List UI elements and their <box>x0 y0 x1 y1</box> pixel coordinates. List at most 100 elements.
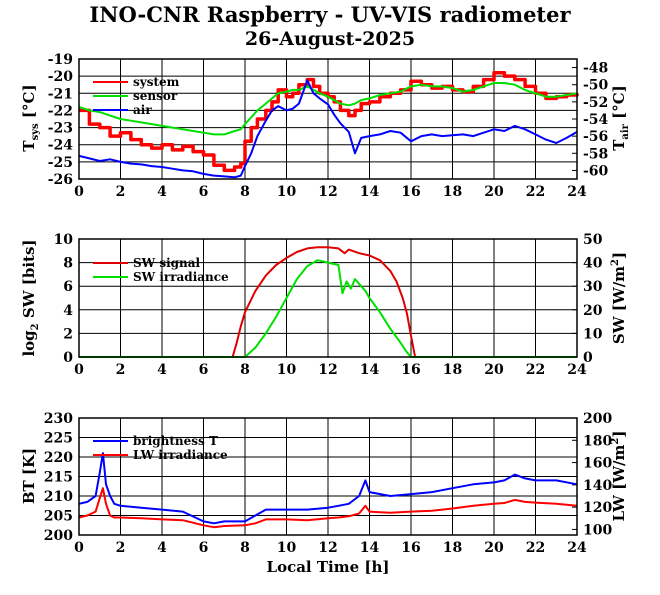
series-line-sw-irradiance <box>79 259 577 358</box>
x-tick-label: 10 <box>277 540 297 556</box>
x-tick-label: 2 <box>116 184 126 200</box>
y-tick-label-left: 10 <box>54 232 74 248</box>
x-tick-label: 0 <box>74 362 84 378</box>
plot-frame <box>78 238 578 358</box>
x-tick-label: 18 <box>443 362 462 378</box>
x-tick-label: 6 <box>199 362 209 378</box>
y-tick-label-right: -58 <box>583 146 608 162</box>
y-tick-label-left: 2 <box>63 326 73 342</box>
y-tick-label-left: -21 <box>48 86 73 102</box>
y-tick-label-right: 0 <box>583 350 593 366</box>
x-tick-label: 4 <box>157 362 167 378</box>
x-tick-label: 2 <box>116 540 126 556</box>
panel1-ylabel-left: Tsys [°C] <box>20 84 41 151</box>
y-tick-label-left: -20 <box>48 69 74 85</box>
y-tick-label-left: 200 <box>44 528 73 544</box>
y-tick-label-left: 0 <box>63 350 73 366</box>
x-tick-label: 14 <box>360 540 380 556</box>
x-tick-label: 22 <box>526 184 545 200</box>
y-tick-label-left: -26 <box>48 172 73 188</box>
y-tick-label-left: 215 <box>44 470 73 486</box>
y-tick-label-left: -19 <box>48 52 73 68</box>
y-tick-label-right: 120 <box>583 500 612 516</box>
x-tick-label: 12 <box>318 184 337 200</box>
x-tick-label: 18 <box>443 184 462 200</box>
series-line-sw-signal <box>79 246 577 358</box>
x-axis-label: Local Time [h] <box>267 558 390 576</box>
series-line-brightness-t <box>78 452 578 525</box>
y-tick-label-right: 10 <box>583 326 603 342</box>
x-tick-label: 16 <box>401 184 420 200</box>
y-tick-label-right: 160 <box>583 456 612 472</box>
legend-label: brightness T <box>133 434 218 448</box>
x-tick-label: 20 <box>484 540 504 556</box>
x-tick-label: 8 <box>240 540 250 556</box>
y-tick-label-right: -48 <box>583 61 608 77</box>
x-tick-label: 0 <box>74 184 84 200</box>
legend-label: sensor <box>133 89 178 103</box>
chart-title: INO-CNR Raspberry - UV-VIS radiometer <box>89 2 571 27</box>
x-tick-label: 8 <box>240 362 250 378</box>
y-tick-label-right: 20 <box>583 303 603 319</box>
y-tick-label-right: -50 <box>583 78 609 94</box>
y-tick-label-right: 40 <box>583 256 603 272</box>
legend-label: SW irradiance <box>133 270 229 284</box>
y-tick-label-left: -22 <box>48 103 73 119</box>
series-line-system <box>79 70 579 173</box>
y-tick-label-left: -24 <box>48 138 74 154</box>
x-tick-label: 4 <box>157 184 167 200</box>
y-tick-label-right: 30 <box>583 279 603 295</box>
x-tick-label: 6 <box>199 540 209 556</box>
y-tick-label-right: -54 <box>583 112 609 128</box>
y-tick-label-left: 205 <box>44 509 73 525</box>
x-tick-label: 22 <box>526 362 545 378</box>
x-tick-label: 22 <box>526 540 545 556</box>
x-tick-label: 18 <box>443 540 462 556</box>
legend-label: SW signal <box>133 256 201 270</box>
x-tick-label: 10 <box>277 362 297 378</box>
x-tick-label: 4 <box>157 540 167 556</box>
chart-subtitle: 26-August-2025 <box>244 28 416 50</box>
y-tick-label-left: 8 <box>63 256 73 272</box>
x-tick-label: 24 <box>567 540 587 556</box>
panel2-ylabel-right: SW [W/m2] <box>610 252 628 344</box>
panel-3: 2002052102152202252301001201401601802000… <box>44 411 613 556</box>
y-tick-label-right: 50 <box>583 232 603 248</box>
y-tick-label-left: 4 <box>63 303 73 319</box>
x-tick-label: 10 <box>277 184 297 200</box>
x-tick-label: 24 <box>567 362 587 378</box>
y-tick-label-right: -52 <box>583 95 608 111</box>
x-tick-label: 20 <box>484 362 504 378</box>
y-tick-label-left: 220 <box>44 450 73 466</box>
y-tick-label-right: 180 <box>583 433 612 449</box>
legend-label: air <box>133 103 152 117</box>
y-tick-label-left: 6 <box>63 279 73 295</box>
y-tick-label-right: 140 <box>583 478 612 494</box>
x-tick-label: 0 <box>74 540 84 556</box>
y-tick-label-left: 210 <box>44 489 73 505</box>
x-tick-label: 14 <box>360 184 380 200</box>
panel-1: -19-20-21-22-23-24-25-26-48-50-52-54-56-… <box>48 52 609 200</box>
series-line-lw-irradiance <box>78 487 578 529</box>
x-tick-label: 14 <box>360 362 380 378</box>
legend-label: system <box>133 75 180 89</box>
plot-frame <box>78 417 578 536</box>
y-tick-label-right: 200 <box>583 411 612 427</box>
panel2-ylabel-left: log2 SW [bits] <box>20 239 41 356</box>
x-tick-label: 8 <box>240 184 250 200</box>
y-tick-label-left: -25 <box>48 155 73 171</box>
x-tick-label: 16 <box>401 362 420 378</box>
series-line-air <box>78 79 578 179</box>
legend-label: LW irradiance <box>133 448 228 462</box>
x-tick-label: 6 <box>199 184 209 200</box>
y-tick-label-right: -60 <box>583 163 609 179</box>
y-tick-label-left: 230 <box>44 411 73 427</box>
y-tick-label-right: -56 <box>583 129 608 145</box>
series-line-sensor <box>78 82 578 136</box>
y-tick-label-left: -23 <box>48 121 73 137</box>
panel1-ylabel-right: Tair [°C] <box>610 85 631 151</box>
panel3-ylabel-right: LW [W/m2] <box>610 431 628 522</box>
y-tick-label-right: 100 <box>583 522 612 538</box>
x-tick-label: 2 <box>116 362 126 378</box>
